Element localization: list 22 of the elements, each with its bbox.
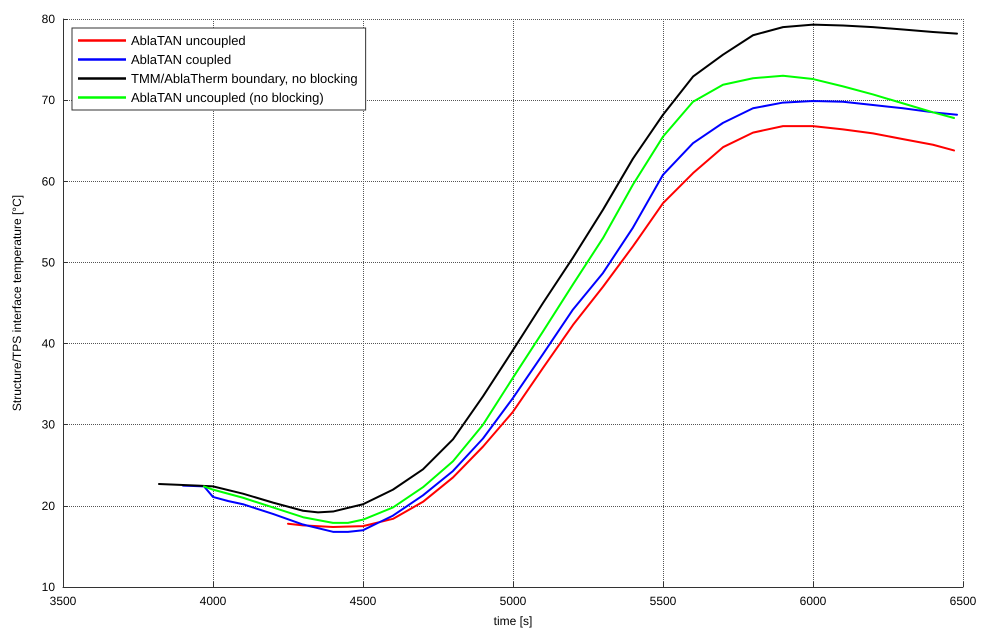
x-tick-label: 4000 xyxy=(200,594,227,608)
x-tick-label: 6500 xyxy=(950,594,977,608)
line-series xyxy=(287,125,955,528)
y-tick-label: 10 xyxy=(42,580,56,594)
y-tick-label: 80 xyxy=(42,12,56,26)
legend-label: AblaTAN uncoupled (no blocking) xyxy=(131,90,324,105)
legend-label: TMM/AblaTherm boundary, no blocking xyxy=(131,71,358,86)
y-tick-label: 60 xyxy=(42,174,56,188)
y-tick-label: 40 xyxy=(42,336,56,351)
y-tick-label: 50 xyxy=(42,255,56,270)
x-axis-title: time [s] xyxy=(494,614,532,628)
x-tick-label: 3500 xyxy=(50,594,77,608)
legend-label: AblaTAN uncoupled xyxy=(131,33,246,48)
x-tick-label: 5500 xyxy=(650,594,677,608)
legend-label: AblaTAN coupled xyxy=(131,52,232,67)
y-tick-label: 20 xyxy=(42,498,56,513)
y-tick-label: 70 xyxy=(42,93,56,108)
y-tick-label: 30 xyxy=(42,418,56,432)
x-tick-label: 6000 xyxy=(800,594,827,608)
x-tick-label: 4500 xyxy=(350,594,377,608)
x-tick-label: 5000 xyxy=(500,594,527,608)
y-axis-title: Structure/TPS interface temperature [°C] xyxy=(10,194,24,412)
